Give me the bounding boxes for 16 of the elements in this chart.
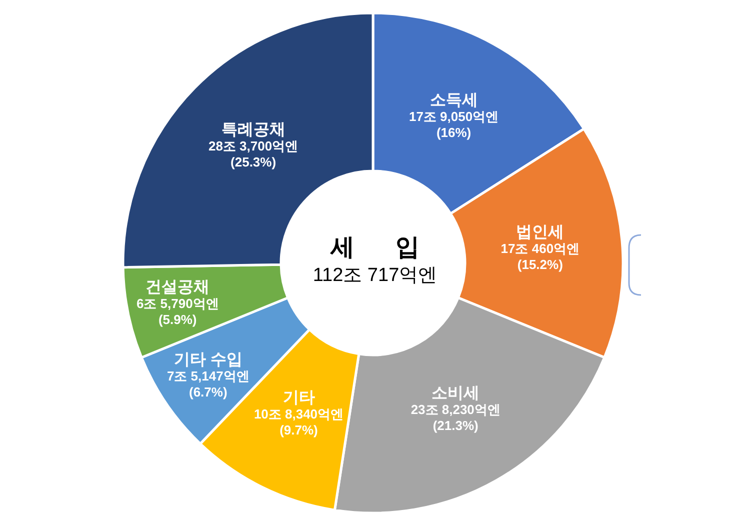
slice-label: 특례공채 — [221, 120, 286, 138]
data-label: 23조 8,230억엔 (21.3%) — [410, 402, 500, 433]
text: 112조 717억엔 — [312, 264, 438, 286]
data-label: 6조 5,790억엔 (5.9%) — [136, 296, 219, 327]
slice-label: 기타 — [282, 389, 315, 406]
text: 세 입 — [330, 234, 420, 260]
data-label: 28조 3,700억엔 (25.3%) — [208, 138, 298, 169]
slice-label: 건설공채 — [146, 278, 210, 296]
slice-label: 소비세 — [432, 384, 480, 402]
data-label: 7조 5,147억엔 (6.7%) — [166, 368, 250, 399]
data-label: 17조 460억엔 (15.2%) — [500, 240, 580, 272]
slice-label: 기타 수입 — [174, 350, 242, 368]
slice-label: 소득세 — [430, 91, 478, 108]
slice-label: 법인세 — [516, 224, 564, 241]
data-label: 10조 8,340억엔 (9.7%) — [254, 406, 344, 438]
data-label: 17조 9,050억엔 (16%) — [408, 108, 499, 140]
